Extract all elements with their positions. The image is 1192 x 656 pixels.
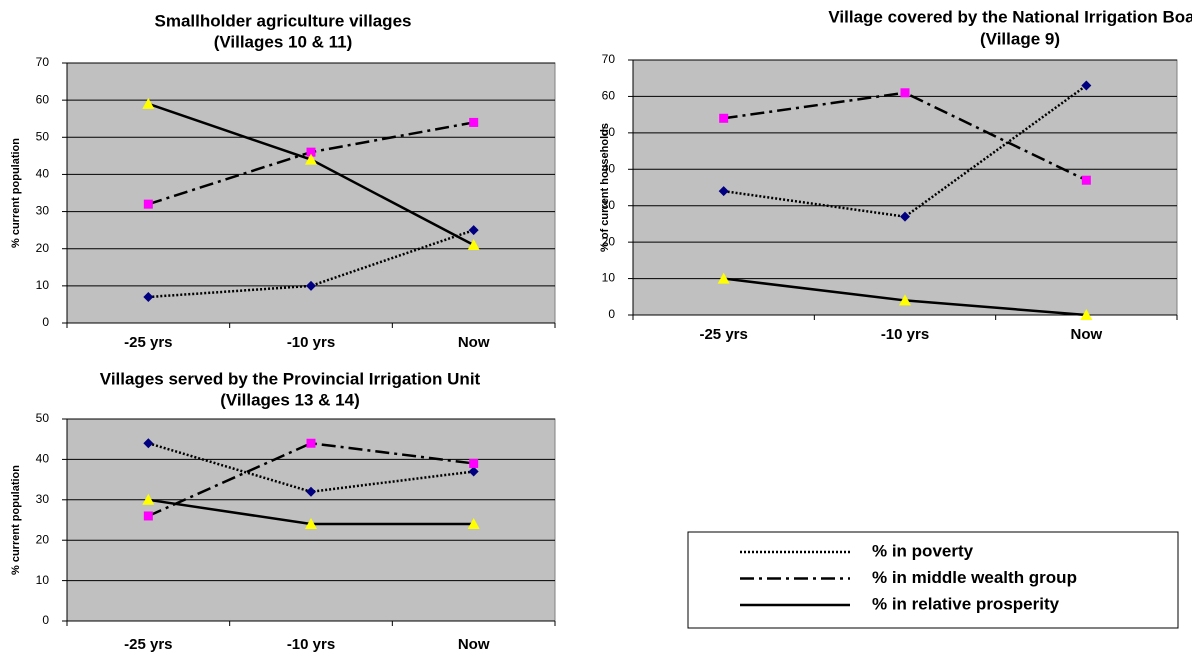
x-tick-label: Now: [1070, 326, 1102, 343]
y-tick-label: 10: [36, 573, 50, 587]
y-tick-label: 60: [36, 92, 50, 106]
series-line: [148, 228, 475, 299]
y-tick-label: 40: [36, 167, 50, 181]
y-tick-label: 30: [602, 198, 616, 212]
x-tick-label: -25 yrs: [699, 326, 747, 343]
chart-title: Smallholder agriculture villages: [155, 11, 412, 30]
series-line: [723, 84, 1088, 218]
y-tick-label: 70: [36, 55, 50, 69]
chart-title: Villages served by the Provincial Irriga…: [100, 369, 481, 388]
y-tick-label: 40: [602, 161, 616, 175]
point: [306, 280, 316, 291]
y-tick-label: 20: [602, 234, 616, 248]
x-tick-label: -25 yrs: [124, 334, 172, 351]
point: [142, 493, 155, 505]
point: [305, 518, 317, 530]
point: [719, 113, 729, 123]
legend-label: % in relative prosperity: [872, 594, 1060, 613]
point: [306, 486, 316, 497]
point: [717, 272, 730, 284]
y-tick-label: 60: [602, 89, 616, 103]
x-tick-label: Now: [458, 636, 490, 653]
point: [467, 239, 480, 250]
point: [143, 199, 153, 209]
y-tick-label: 10: [602, 271, 616, 285]
point: [143, 292, 154, 302]
y-tick-label: 50: [36, 411, 50, 425]
y-axis-label: % current population: [10, 465, 22, 575]
x-tick-label: -10 yrs: [287, 334, 335, 351]
y-tick-label: 10: [36, 278, 50, 292]
y-tick-label: 20: [36, 241, 50, 255]
y-tick-label: 50: [602, 125, 616, 139]
y-tick-label: 0: [608, 307, 615, 321]
point: [143, 511, 153, 521]
y-tick-label: 0: [42, 613, 49, 627]
point: [468, 225, 479, 236]
point: [142, 97, 155, 109]
point: [718, 186, 729, 197]
series-line: [147, 441, 474, 518]
point: [306, 147, 316, 157]
plot-area: [632, 59, 1178, 316]
point: [468, 466, 479, 477]
x-tick-label: -25 yrs: [124, 636, 172, 653]
y-tick-label: 40: [36, 452, 50, 466]
legend-box: [687, 531, 1179, 629]
chart-title: Village covered by the National Irrigati…: [828, 7, 1192, 26]
chart-title: (Villages 10 & 11): [214, 32, 353, 51]
y-tick-label: 20: [36, 532, 50, 546]
point: [1080, 309, 1093, 320]
legend-label: % in middle wealth group: [872, 568, 1077, 587]
y-axis-label: % of current households: [599, 123, 611, 252]
y-tick-label: 30: [36, 492, 50, 506]
legend-label: % in poverty: [872, 541, 974, 560]
y-tick-label: 0: [42, 315, 49, 329]
chart-title: (Villages 13 & 14): [220, 390, 360, 409]
y-tick-label: 50: [36, 129, 50, 143]
chart-title: (Village 9): [980, 29, 1060, 48]
point: [305, 153, 317, 165]
point: [900, 211, 910, 222]
y-axis-label: % current population: [10, 138, 22, 248]
y-tick-label: 70: [602, 52, 616, 66]
point: [469, 117, 479, 127]
x-tick-label: Now: [458, 334, 490, 351]
point: [1081, 175, 1091, 185]
point: [899, 294, 911, 306]
x-tick-label: -10 yrs: [287, 636, 335, 653]
point: [1081, 80, 1092, 91]
point: [467, 518, 480, 530]
x-tick-label: -10 yrs: [881, 326, 929, 343]
y-tick-label: 30: [36, 204, 50, 218]
point: [900, 88, 910, 98]
point: [143, 438, 154, 449]
point: [469, 458, 479, 468]
point: [306, 438, 316, 448]
